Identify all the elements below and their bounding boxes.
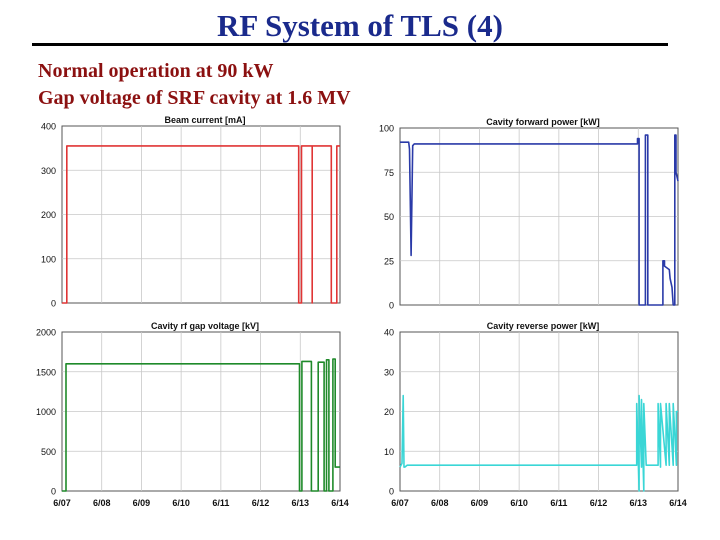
x-tick-label: 6/08 (93, 498, 111, 508)
y-tick-label: 0 (51, 487, 56, 497)
chart-beam-current: 0 100 200 300 400 Beam current [mA] (41, 115, 341, 309)
y-tick-label: 200 (41, 210, 56, 220)
x-tick-label: 6/09 (471, 498, 489, 508)
x-tick-label: 6/08 (431, 498, 449, 508)
y-tick-label: 100 (379, 124, 394, 134)
chart-title: Cavity reverse power [kW] (487, 321, 600, 331)
x-tick-label: 6/13 (630, 498, 648, 508)
x-tick-label: 6/10 (172, 498, 190, 508)
y-tick-label: 0 (51, 299, 56, 309)
series-line-gap-voltage (62, 358, 340, 492)
chart-title: Cavity rf gap voltage [kV] (151, 321, 259, 331)
y-tick-label: 2000 (36, 328, 56, 338)
x-tick-label: 6/07 (53, 498, 71, 508)
y-tick-label: 30 (384, 367, 394, 377)
y-tick-label: 500 (41, 447, 56, 457)
y-tick-label: 100 (41, 254, 56, 264)
series-line-forward-power (400, 134, 679, 306)
series-line-beam-current (62, 145, 340, 304)
x-tick-label: 6/10 (510, 498, 528, 508)
subtitle-operation: Normal operation at 90 kW (38, 60, 274, 82)
y-tick-label: 0 (389, 487, 394, 497)
slide-title: RF System of TLS (4) (217, 8, 503, 43)
y-tick-label: 300 (41, 166, 56, 176)
chart-title: Cavity forward power [kW] (486, 117, 600, 127)
y-tick-label: 20 (384, 407, 394, 417)
x-tick-label: 6/12 (590, 498, 608, 508)
y-tick-label: 1500 (36, 367, 56, 377)
y-tick-label: 1000 (36, 407, 56, 417)
x-tick-label: 6/07 (391, 498, 409, 508)
series-line-reverse-power (399, 394, 678, 492)
y-tick-label: 40 (384, 328, 394, 338)
y-tick-label: 50 (384, 212, 394, 222)
x-tick-label: 6/13 (292, 498, 310, 508)
y-tick-label: 0 (389, 301, 394, 311)
y-tick-label: 10 (384, 447, 394, 457)
x-tick-label: 6/09 (133, 498, 151, 508)
y-tick-label: 75 (384, 168, 394, 178)
subtitle-gap-voltage: Gap voltage of SRF cavity at 1.6 MV (38, 87, 351, 109)
y-tick-label: 400 (41, 122, 56, 132)
chart-gap-voltage: 0 500 1000 1500 2000 6/07 6/08 6/09 6/10 6/11 6/12… (36, 321, 349, 508)
x-tick-label: 6/14 (669, 498, 687, 508)
chart-title: Beam current [mA] (164, 115, 245, 125)
title-underline (32, 43, 668, 46)
x-tick-label: 6/12 (252, 498, 270, 508)
chart-reverse-power: 0 10 20 30 40 6/07 6/08 6/09 6/10 6/11 6/12 6/13 6/1… (384, 321, 687, 508)
chart-forward-power: 0 25 50 75 100 Cavity forward power [kW] (379, 117, 679, 311)
x-tick-label: 6/14 (331, 498, 349, 508)
x-tick-label: 6/11 (212, 498, 229, 508)
x-tick-label: 6/11 (550, 498, 567, 508)
y-tick-label: 25 (384, 256, 394, 266)
